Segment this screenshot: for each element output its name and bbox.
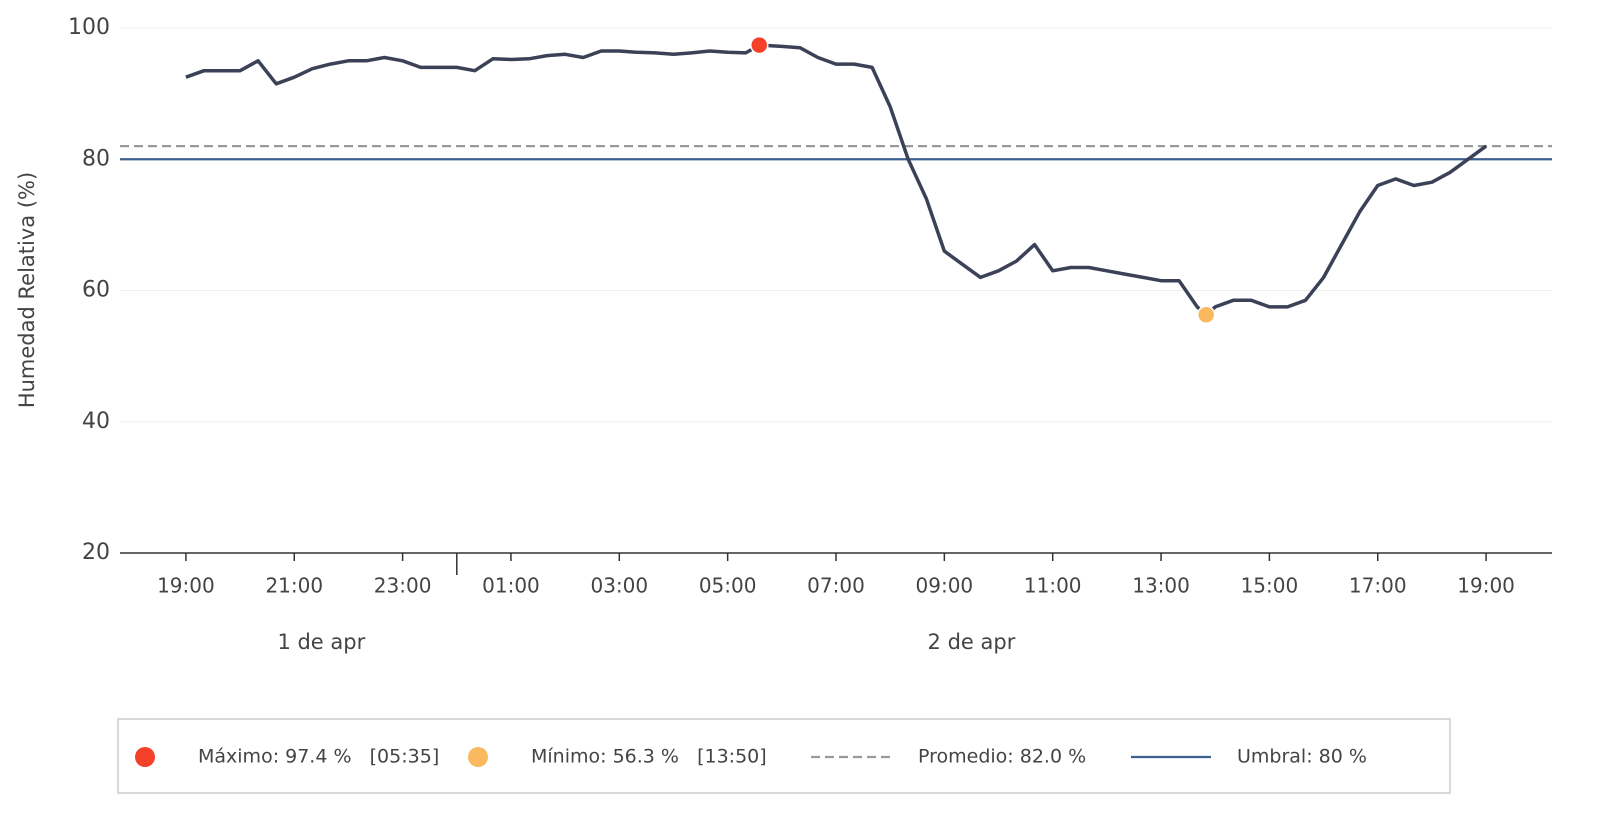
- x-tick-label: 15:00: [1241, 574, 1299, 598]
- x-tick-label: 01:00: [482, 574, 540, 598]
- x-tick-label: 21:00: [265, 574, 323, 598]
- x-tick-label: 11:00: [1024, 574, 1082, 598]
- y-tick-label: 20: [82, 540, 110, 565]
- legend-marker: [135, 747, 155, 767]
- y-axis-label: Humedad Relativa (%): [15, 172, 39, 408]
- x-tick-label: 13:00: [1132, 574, 1190, 598]
- x-tick-label: 17:00: [1349, 574, 1407, 598]
- y-tick-label: 80: [82, 146, 110, 171]
- legend-label: Mínimo: 56.3 % [13:50]: [531, 746, 767, 768]
- x-tick-label: 09:00: [916, 574, 974, 598]
- y-tick-label: 100: [68, 15, 110, 40]
- x-tick-label: 07:00: [807, 574, 865, 598]
- legend-box: [117, 718, 1451, 794]
- line: [185, 43, 1488, 317]
- day-label: 1 de apr: [277, 630, 365, 654]
- legend-marker: [468, 747, 488, 767]
- legend-label: Umbral: 80 %: [1237, 746, 1367, 768]
- x-tick-label: 19:00: [1457, 574, 1515, 598]
- x-tick-label: 05:00: [699, 574, 757, 598]
- y-tick-label: 60: [82, 278, 110, 303]
- x-tick-label: 19:00: [157, 574, 215, 598]
- x-tick-label: 23:00: [374, 574, 432, 598]
- x-tick-label: 03:00: [590, 574, 648, 598]
- legend-label: Máximo: 97.4 % [05:35]: [198, 746, 439, 768]
- extreme-point: [1196, 305, 1216, 325]
- y-tick-label: 40: [82, 409, 110, 434]
- extreme-point: [750, 35, 769, 55]
- legend-label: Promedio: 82.0 %: [918, 746, 1086, 768]
- day-label: 2 de apr: [928, 630, 1016, 654]
